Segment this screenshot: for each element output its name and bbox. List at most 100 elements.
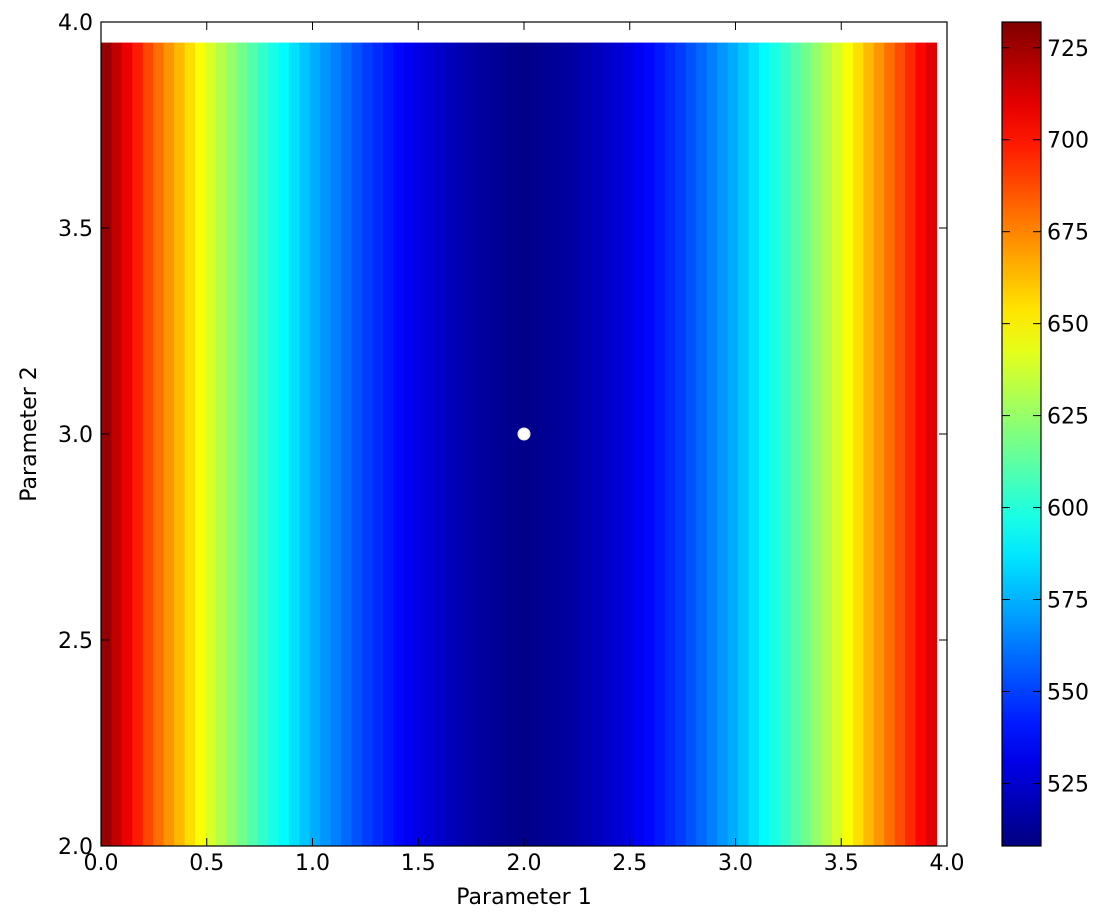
heatmap-cell [341,42,353,847]
heatmap-cell [497,42,509,847]
heatmap-cell [111,42,123,847]
heatmap-cell [163,42,175,847]
y-tick-label: 4.0 [58,11,93,36]
heatmap-cell [894,42,906,847]
heatmap-cell [717,42,729,847]
heatmap-cell [518,42,530,847]
heatmap-cell [831,42,844,847]
heatmap-cell [758,42,770,847]
colorbar-tick-label: 550 [1047,681,1089,706]
heatmap-cell [560,42,572,847]
heatmap-cell [915,42,927,847]
heatmap-cell [633,42,645,847]
heatmap-cell [288,42,301,847]
colorbar-tick-label: 675 [1047,221,1089,246]
heatmap-cell [706,42,718,847]
x-tick-label: 0.0 [84,851,119,876]
heatmap-cell [268,42,280,847]
heatmap-cell [664,42,676,847]
heatmap-cell [121,42,133,847]
heatmap-cell [445,42,457,847]
heatmap-cell [205,42,217,847]
heatmap-cell [257,42,269,847]
y-axis: 2.0 2.5 3.0 3.5 4.0 [58,11,947,860]
heatmap-cell [623,42,635,847]
heatmap-cell [696,42,708,847]
heatmap-cell [591,42,603,847]
heatmap-cell [362,42,374,847]
heatmap-surface [101,42,938,847]
y-tick-label: 2.5 [58,629,93,654]
x-tick-label: 3.0 [718,851,753,876]
heatmap-cell [821,42,833,847]
heatmap-cell [372,42,384,847]
heatmap-cell [727,42,739,847]
heatmap-cell [790,42,802,847]
heatmap-cell [738,42,750,847]
heatmap-cell [873,42,885,847]
heatmap-cell [884,42,896,847]
heatmap-cell [675,42,687,847]
heatmap-cell [842,42,854,847]
colorbar-tick-label: 725 [1047,37,1089,62]
heatmap-cell [247,42,259,847]
heatmap-cell [299,42,311,847]
x-axis: 0.0 0.5 1.0 1.5 2.0 2.5 3.0 3.5 4.0 [84,22,965,876]
x-tick-label: 2.5 [612,851,647,876]
heatmap-cell [456,42,468,847]
heatmap-cell [487,42,499,847]
heatmap-cell [320,42,332,847]
heatmap-cell [309,42,321,847]
y-tick-label: 3.0 [58,423,93,448]
x-tick-label: 1.5 [401,851,436,876]
colorbar-axis: 525 550 575 600 625 650 675 700 725 [1002,37,1089,797]
heatmap-cell [852,42,864,847]
x-tick-label: 4.0 [930,851,965,876]
colorbar-tick-label: 575 [1047,589,1089,614]
heatmap-cell [184,42,196,847]
heatmap-cell [278,42,290,847]
heatmap-cell [382,42,394,847]
x-tick-label: 0.5 [189,851,224,876]
x-tick-label: 2.0 [507,851,542,876]
heatmap-cell [153,42,165,847]
y-tick-label: 2.0 [58,835,93,860]
heatmap-cell [132,42,144,847]
heatmap-cell [330,42,342,847]
x-tick-label: 3.5 [824,851,859,876]
heatmap-cell [748,42,760,847]
heatmap-cell [800,42,812,847]
y-axis-title: Parameter 2 [17,366,42,501]
heatmap-cell [393,42,405,847]
colorbar-tick-label: 600 [1047,497,1089,522]
heatmap-cell [414,42,426,847]
colorbar [1001,21,1042,847]
heatmap-cell [602,42,614,847]
colorbar-tick-label: 525 [1047,772,1089,797]
colorbar-tick-label: 650 [1047,313,1089,338]
heatmap-cell [435,42,447,847]
heatmap-cell [403,42,415,847]
heatmap-cell [863,42,875,847]
heatmap-cell [476,42,488,847]
colorbar-tick-label: 625 [1047,405,1089,430]
heatmap-cell [466,42,478,847]
heatmap-cell [424,42,436,847]
heatmap-cell [905,42,917,847]
heatmap-cell [508,42,520,847]
heatmap-cell [236,42,248,847]
heatmap-cell [612,42,624,847]
heatmap-cell [779,42,791,847]
heatmap-cell [685,42,697,847]
heatmap-cell [226,42,238,847]
heatmap-cell [925,42,938,847]
heatmap-cell [194,42,207,847]
heatmap-cell [654,42,666,847]
heatmap-cell [539,42,551,847]
optimum-marker [517,427,531,441]
heatmap-cell [644,42,656,847]
heatmap-cell [142,42,154,847]
y-tick-label: 3.5 [58,217,93,242]
heatmap-cell [174,42,186,847]
